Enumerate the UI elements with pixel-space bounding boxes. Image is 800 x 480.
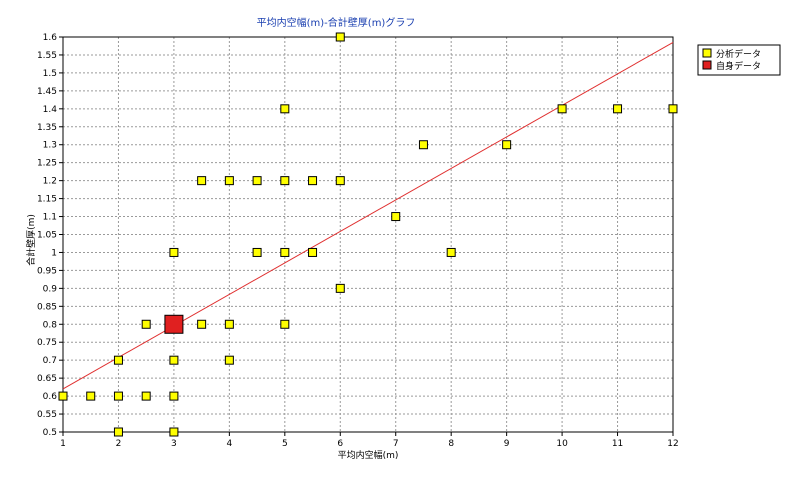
own-data-point xyxy=(164,314,184,334)
analysis-data-point xyxy=(418,140,428,150)
y-tick-label: 1 xyxy=(51,248,57,258)
x-tick-label: 1 xyxy=(60,439,66,449)
y-tick-label: 0.55 xyxy=(37,410,57,420)
x-tick-label: 11 xyxy=(612,439,623,449)
grid-lines xyxy=(63,37,673,432)
x-tick-label: 7 xyxy=(393,439,399,449)
x-tick-label: 2 xyxy=(116,439,122,449)
y-tick-label: 1.5 xyxy=(43,69,57,79)
y-tick-label: 1.15 xyxy=(37,195,57,205)
x-tick-label: 10 xyxy=(556,439,568,449)
analysis-data-point xyxy=(113,391,123,401)
analysis-data-point xyxy=(141,391,151,401)
analysis-data-point xyxy=(197,176,207,186)
analysis-data-point xyxy=(113,355,123,365)
analysis-data-point xyxy=(113,427,123,437)
analysis-data-point xyxy=(280,176,290,186)
y-tick-label: 1.45 xyxy=(37,87,57,97)
analysis-data-point xyxy=(224,319,234,329)
y-tick-label: 0.75 xyxy=(37,338,57,348)
y-tick-label: 1.2 xyxy=(43,177,57,187)
analysis-data-point xyxy=(308,247,318,257)
legend: 分析データ 自身データ xyxy=(697,44,781,76)
legend-swatch-own xyxy=(702,60,712,70)
analysis-data-point xyxy=(58,391,68,401)
y-tick-label: 1.25 xyxy=(37,159,57,169)
legend-box xyxy=(697,44,781,76)
analysis-data-point xyxy=(308,176,318,186)
legend-swatch-analysis xyxy=(702,48,712,58)
analysis-data-point xyxy=(169,391,179,401)
analysis-data-point xyxy=(613,104,623,114)
y-tick-label: 0.95 xyxy=(37,266,57,276)
y-tick-label: 1.4 xyxy=(43,105,58,115)
analysis-data-point xyxy=(280,247,290,257)
analysis-data-point xyxy=(197,319,207,329)
analysis-data-point xyxy=(557,104,567,114)
x-tick-label: 9 xyxy=(504,439,510,449)
analysis-data-point xyxy=(335,283,345,293)
y-tick-label: 1.35 xyxy=(37,123,57,133)
x-tick-label: 12 xyxy=(667,439,678,449)
y-tick-label: 0.9 xyxy=(43,284,58,294)
y-tick-label: 1.55 xyxy=(37,51,57,61)
analysis-data-point xyxy=(335,32,345,42)
x-tick-label: 8 xyxy=(448,439,454,449)
x-tick-label: 4 xyxy=(226,439,232,449)
x-axis-label: 平均内空幅(m) xyxy=(338,449,399,461)
analysis-data-point xyxy=(391,212,401,222)
y-tick-label: 0.65 xyxy=(37,374,57,384)
analysis-data-point xyxy=(502,140,512,150)
analysis-data-point xyxy=(668,104,678,114)
y-tick-label: 1.05 xyxy=(37,231,57,241)
analysis-data-point xyxy=(141,319,151,329)
y-tick-label: 0.7 xyxy=(43,356,57,366)
analysis-data-point xyxy=(169,247,179,257)
analysis-data-point xyxy=(280,104,290,114)
y-tick-label: 1.1 xyxy=(43,213,57,223)
x-tick-label: 6 xyxy=(337,439,343,449)
legend-label-analysis: 分析データ xyxy=(716,48,761,60)
x-tick-label: 5 xyxy=(282,439,288,449)
analysis-data-point xyxy=(335,176,345,186)
analysis-data-point xyxy=(446,247,456,257)
legend-label-own: 自身データ xyxy=(716,60,761,72)
y-tick-label: 0.8 xyxy=(43,320,58,330)
chart-title: 平均内空幅(m)-合計壁厚(m)グラフ xyxy=(257,16,416,29)
y-tick-label: 0.6 xyxy=(43,392,58,402)
analysis-data-point xyxy=(280,319,290,329)
analysis-data-point xyxy=(224,355,234,365)
analysis-data-point xyxy=(252,247,262,257)
data-points xyxy=(58,32,678,437)
analysis-data-point xyxy=(86,391,96,401)
analysis-data-point xyxy=(169,355,179,365)
y-tick-label: 1.3 xyxy=(43,141,57,151)
analysis-data-point xyxy=(224,176,234,186)
analysis-data-point xyxy=(169,427,179,437)
analysis-data-point xyxy=(252,176,262,186)
y-axis-label: 合計壁厚(m) xyxy=(25,214,37,266)
y-tick-label: 1.6 xyxy=(43,33,58,43)
x-tick-label: 3 xyxy=(171,439,177,449)
y-tick-label: 0.85 xyxy=(37,302,57,312)
axis-ticks: 1 2 3 4 5 6 7 8 9 10 11 120.50.550.60.650.70.750.80… xyxy=(37,33,679,449)
y-tick-label: 0.5 xyxy=(43,428,57,438)
